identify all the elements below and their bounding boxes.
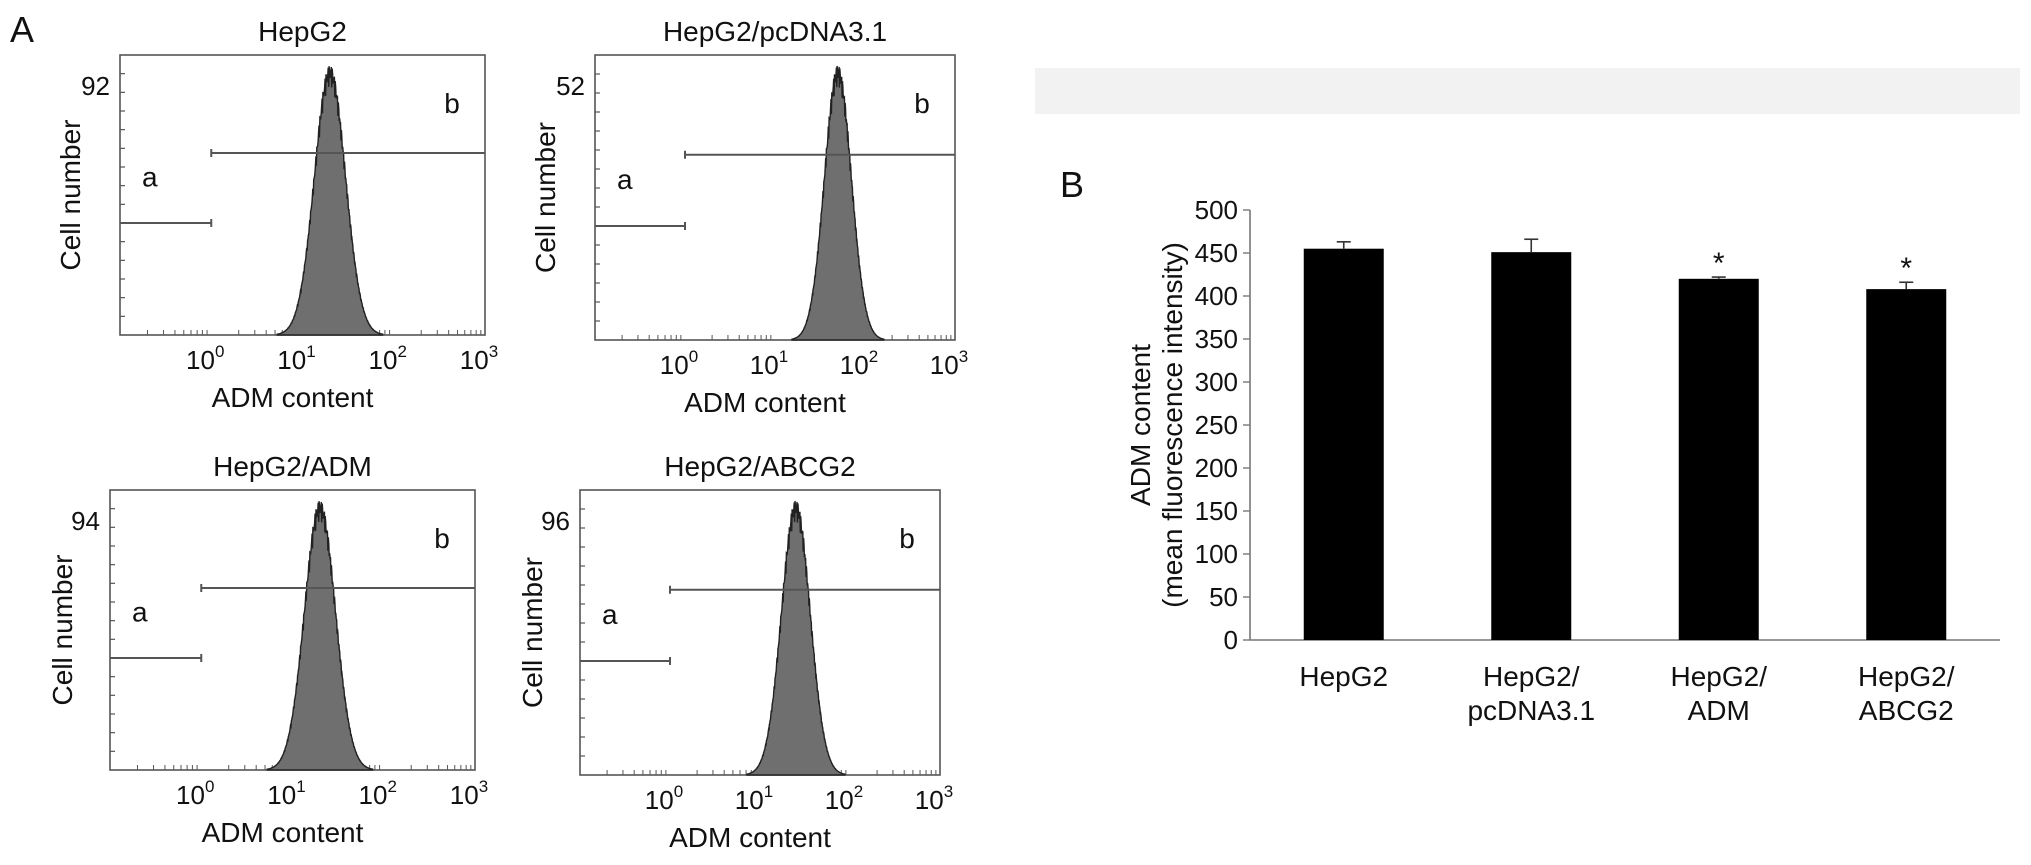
histogram-title: HepG2	[258, 16, 347, 47]
y-axis-label: Cell number	[517, 557, 548, 708]
y-tick-label: 200	[1195, 453, 1238, 483]
gate-a-label: a	[617, 164, 633, 195]
y-tick-label: 50	[1209, 582, 1238, 612]
bar	[1866, 289, 1947, 640]
gate-a-label: a	[132, 597, 148, 628]
y-tick-label: 150	[1195, 496, 1238, 526]
x-tick-label: 102	[840, 347, 878, 380]
x-tick-label: 102	[825, 782, 863, 815]
histogram-title: HepG2/pcDNA3.1	[663, 16, 887, 47]
gate-b-label: b	[444, 88, 460, 119]
y-tick-label: 400	[1195, 281, 1238, 311]
bar	[1303, 248, 1384, 640]
panel-b-letter: B	[1060, 164, 1084, 205]
x-tick-label: 101	[750, 347, 788, 380]
plot-frame	[579, 489, 941, 776]
x-tick-label: 100	[186, 342, 224, 375]
bar	[1491, 252, 1572, 640]
histogram-panel: a b HepG2/pcDNA3.1 52 Cell number ADM content…	[530, 16, 968, 418]
y-tick-label: 300	[1195, 367, 1238, 397]
x-axis-label: ADM content	[669, 822, 831, 853]
x-category-label: HepG2/ADM	[1671, 661, 1768, 726]
histogram-curve	[266, 501, 374, 771]
gate-b-label: b	[899, 523, 915, 554]
plot-frame	[594, 54, 956, 341]
x-axis-label: ADM content	[212, 382, 374, 413]
significance-marker: *	[1900, 252, 1912, 285]
bar	[1678, 278, 1759, 640]
y-axis-label: Cell number	[55, 120, 86, 271]
y-tick-label: 250	[1195, 410, 1238, 440]
histogram-panel: a b HepG2/ABCG2 96 Cell number ADM content 100…	[517, 451, 953, 853]
histogram-panel: a b HepG2 92 Cell number ADM content 100 101 102…	[55, 16, 498, 413]
gate-b-label: b	[434, 523, 450, 554]
histogram-title: HepG2/ADM	[213, 451, 372, 482]
y-max-label: 92	[81, 71, 110, 101]
histogram-panel: a b HepG2/ADM 94 Cell number ADM content 100 10…	[47, 451, 488, 848]
x-tick-label: 102	[359, 777, 397, 810]
y-tick-label: 350	[1195, 324, 1238, 354]
y-max-label: 52	[556, 71, 585, 101]
gate-b-label: b	[914, 88, 930, 119]
x-tick-label: 100	[645, 782, 683, 815]
x-tick-label: 103	[460, 342, 498, 375]
x-tick-label: 102	[369, 342, 407, 375]
y-tick-label: 500	[1195, 195, 1238, 225]
x-tick-label: 101	[735, 782, 773, 815]
flow-histograms: a b HepG2 92 Cell number ADM content 100 101 102…	[47, 16, 968, 853]
significance-marker: *	[1713, 247, 1725, 280]
y-max-label: 94	[71, 506, 100, 536]
x-axis-label: ADM content	[202, 817, 364, 848]
y-tick-label: 450	[1195, 238, 1238, 268]
gate-a-label: a	[602, 599, 618, 630]
x-axis-label: ADM content	[684, 387, 846, 418]
histogram-curve	[791, 65, 885, 341]
x-tick-label: 103	[915, 782, 953, 815]
histogram-curve	[276, 66, 384, 336]
histogram-title: HepG2/ABCG2	[664, 451, 855, 482]
panel-a-letter: A	[10, 9, 34, 50]
x-tick-label: 100	[176, 777, 214, 810]
y-axis-label: Cell number	[47, 555, 78, 706]
x-tick-label: 101	[277, 342, 315, 375]
y-max-label: 96	[541, 506, 570, 536]
x-category-label: HepG2	[1299, 661, 1388, 692]
y-axis-label: ADM content(mean fluorescence intensity)	[1125, 242, 1188, 608]
x-category-label: HepG2/pcDNA3.1	[1467, 661, 1595, 726]
panel-separator-band	[1035, 68, 2020, 114]
x-tick-label: 100	[660, 347, 698, 380]
y-tick-label: 0	[1224, 625, 1238, 655]
histogram-curve	[746, 500, 846, 776]
x-tick-label: 101	[267, 777, 305, 810]
x-tick-label: 103	[930, 347, 968, 380]
x-tick-label: 103	[450, 777, 488, 810]
x-category-label: HepG2/ABCG2	[1858, 661, 1955, 726]
y-axis-label: Cell number	[530, 122, 561, 273]
y-tick-label: 100	[1195, 539, 1238, 569]
gate-a-label: a	[142, 162, 158, 193]
